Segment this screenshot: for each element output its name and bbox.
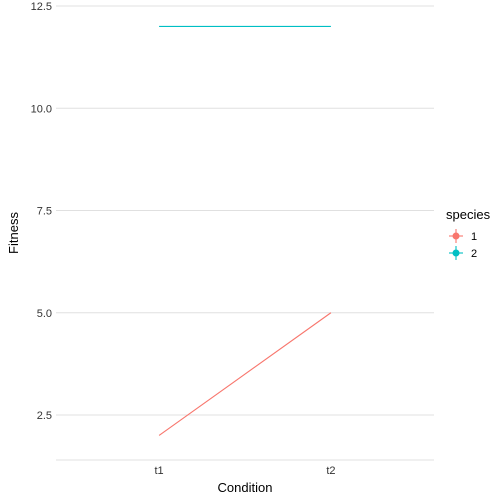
x-axis-title: Condition bbox=[218, 480, 273, 495]
y-axis-ticks: 2.5 5.0 7.5 10.0 12.5 bbox=[31, 1, 52, 422]
legend-label-2: 2 bbox=[471, 248, 477, 260]
series-lines bbox=[158, 25, 332, 436]
x-tick-label-t2: t2 bbox=[326, 465, 335, 477]
series-line-1 bbox=[158, 312, 332, 436]
y-tick-label-2: 7.5 bbox=[37, 206, 52, 218]
y-tick-label-0: 2.5 bbox=[37, 410, 52, 422]
legend-label-1: 1 bbox=[471, 231, 477, 243]
x-axis-ticks: t1 t2 bbox=[154, 465, 335, 477]
legend-point-key-1 bbox=[452, 232, 460, 240]
gridlines bbox=[56, 5, 434, 461]
x-tick-label-t1: t1 bbox=[154, 465, 163, 477]
legend-item-1: 1 bbox=[449, 229, 477, 243]
legend: species 12 bbox=[446, 207, 491, 260]
y-tick-label-3: 10.0 bbox=[31, 103, 52, 115]
y-tick-label-4: 12.5 bbox=[31, 1, 52, 13]
legend-title: species bbox=[446, 207, 491, 222]
y-axis-title: Fitness bbox=[6, 212, 21, 254]
legend-items: 12 bbox=[449, 229, 477, 260]
y-tick-label-1: 5.0 bbox=[37, 308, 52, 320]
legend-point-key-2 bbox=[452, 249, 460, 257]
legend-item-2: 2 bbox=[449, 246, 477, 260]
